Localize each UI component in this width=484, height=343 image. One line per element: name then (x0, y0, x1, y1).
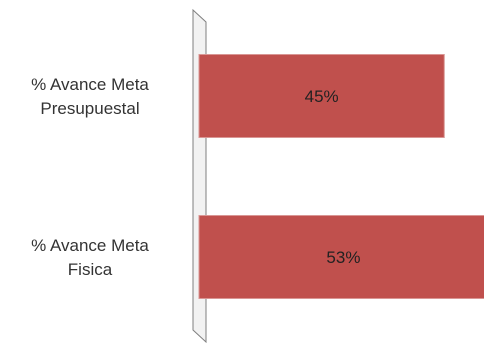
data-label-1: 53% (326, 248, 360, 267)
category-label-1-line-0: % Avance Meta (31, 236, 149, 255)
category-label-0-line-1: Presupuestal (40, 99, 139, 118)
data-label-0: 45% (305, 87, 339, 106)
category-label-1: % Avance Meta Fisica (31, 236, 149, 279)
bar-0 (198, 54, 445, 138)
bar-1 (198, 215, 484, 299)
category-label-0-line-0: % Avance Meta (31, 75, 149, 94)
category-label-0: % Avance Meta Presupuestal (31, 75, 149, 118)
category-label-1-line-1: Fisica (68, 260, 113, 279)
